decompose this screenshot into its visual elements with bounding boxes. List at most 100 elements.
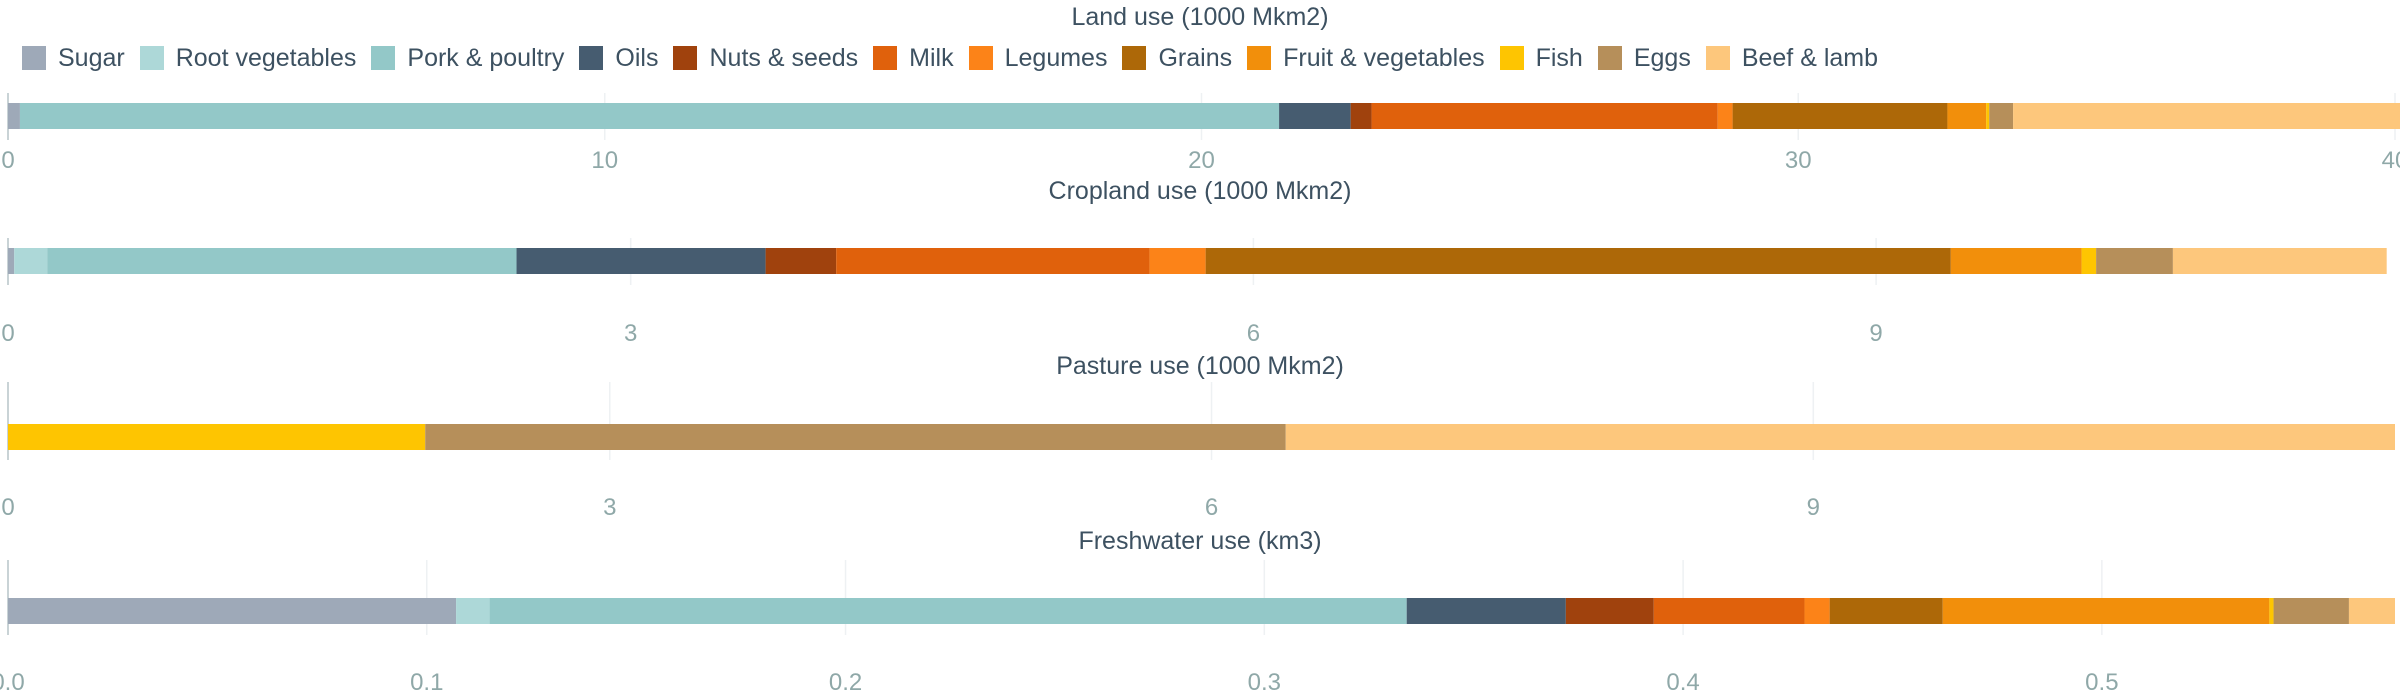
legend-item[interactable]: Grains xyxy=(1122,44,1232,73)
bar-segment[interactable] xyxy=(836,248,1150,274)
bar-segment[interactable] xyxy=(1804,598,1830,624)
legend-swatch xyxy=(371,46,396,70)
tick-label: 9 xyxy=(1807,494,1820,521)
bar-segment[interactable] xyxy=(1205,248,1951,274)
tick-label: 3 xyxy=(603,494,616,521)
bar-segment[interactable] xyxy=(456,598,490,624)
bar-segment[interactable] xyxy=(1279,103,1351,129)
bar-segment[interactable] xyxy=(765,248,837,274)
bar-segment[interactable] xyxy=(1947,103,1987,129)
bar-segment[interactable] xyxy=(1989,103,2014,129)
bar-segment[interactable] xyxy=(1149,248,1206,274)
legend-swatch xyxy=(873,46,898,70)
legend-label: Oils xyxy=(615,43,659,72)
tick-label: 0.2 xyxy=(829,669,862,696)
legend-item[interactable]: Legumes xyxy=(968,43,1108,73)
legend-item[interactable]: Sugar xyxy=(22,44,125,73)
legend-item[interactable]: Beef & lamb xyxy=(1705,44,1878,73)
chart-panel: Cropland use (1000 Mkm2) 0 3 6 9 xyxy=(1,177,2387,347)
legend-swatch xyxy=(1597,46,1622,70)
chart-panel: Freshwater use (km3) 0.0 0.1 0.2 0.3 0.4 0.5 xyxy=(0,527,2395,696)
tick-label: 30 xyxy=(1785,147,1812,174)
legend-item[interactable]: Nuts & seeds xyxy=(673,44,858,73)
legend-item[interactable]: Oils xyxy=(579,44,658,73)
legend-label: Fruit & vegetables xyxy=(1283,43,1485,72)
chart-panel: Land use (1000 Mkm2) 0 10 20 30 40 xyxy=(1,3,2400,174)
bar-segment[interactable] xyxy=(8,598,457,624)
bar-segment[interactable] xyxy=(1406,598,1566,624)
bar-segment[interactable] xyxy=(516,248,766,274)
bar-segment[interactable] xyxy=(1285,424,2395,450)
legend-item[interactable]: Milk xyxy=(873,43,954,73)
legend-label: Root vegetables xyxy=(175,43,357,72)
tick-label: 0 xyxy=(1,147,14,174)
bar-segment[interactable] xyxy=(1732,103,1948,129)
bar-segment[interactable] xyxy=(14,248,48,274)
legend-swatch xyxy=(1499,46,1524,70)
legend-label: Fish xyxy=(1535,43,1583,72)
legend-label: Pork & poultry xyxy=(407,43,565,72)
chart-title: Freshwater use (km3) xyxy=(1078,527,1321,555)
bar-segment[interactable] xyxy=(425,424,1286,450)
bar-segment[interactable] xyxy=(1986,103,1990,129)
bar-segment[interactable] xyxy=(1371,103,1718,129)
tick-label: 0 xyxy=(1,494,14,521)
bar-segment[interactable] xyxy=(1653,598,1805,624)
tick-label: 0.4 xyxy=(1666,669,1699,696)
tick-label: 0.0 xyxy=(0,669,25,696)
tick-label: 10 xyxy=(591,147,618,174)
chart-title: Cropland use (1000 Mkm2) xyxy=(1049,177,1352,205)
tick-label: 6 xyxy=(1205,494,1218,521)
legend-swatch xyxy=(139,46,164,70)
legend-item[interactable]: Fruit & vegetables xyxy=(1247,44,1485,73)
legend-label: Nuts & seeds xyxy=(709,43,859,72)
bar-segment[interactable] xyxy=(2096,248,2173,274)
tick-label: 0.3 xyxy=(1248,669,1281,696)
bar-segment[interactable] xyxy=(2081,248,2097,274)
bar-segment[interactable] xyxy=(2013,103,2400,129)
bar-segment[interactable] xyxy=(1717,103,1733,129)
tick-label: 9 xyxy=(1869,320,1882,347)
chart-title: Land use (1000 Mkm2) xyxy=(1071,3,1328,31)
bar-segment[interactable] xyxy=(47,248,517,274)
tick-label: 0 xyxy=(1,320,14,347)
legend-label: Grains xyxy=(1158,43,1233,72)
chart-legend: Sugar Root vegetables Pork & poultry Oils Nu… xyxy=(22,40,1893,76)
bar-segment[interactable] xyxy=(8,248,15,274)
legend-swatch xyxy=(673,46,698,70)
chart-panel: Pasture use (1000 Mkm2) 0 3 6 9 xyxy=(1,352,2395,521)
legend-label: Legumes xyxy=(1004,43,1108,72)
legend-swatch xyxy=(968,46,993,70)
bar-segment[interactable] xyxy=(19,103,1280,129)
chart-title: Pasture use (1000 Mkm2) xyxy=(1056,352,1344,380)
legend-swatch xyxy=(1122,46,1147,70)
legend-item[interactable]: Root vegetables xyxy=(139,43,357,73)
tick-label: 0.1 xyxy=(410,669,443,696)
legend-swatch xyxy=(579,46,604,70)
legend-item[interactable]: Fish xyxy=(1499,43,1583,73)
bar-segment[interactable] xyxy=(1950,248,2082,274)
legend-swatch xyxy=(1705,46,1730,70)
legend-label: Sugar xyxy=(58,43,125,72)
bar-segment[interactable] xyxy=(489,598,1407,624)
bar-segment[interactable] xyxy=(1350,103,1372,129)
bar-segment[interactable] xyxy=(2269,598,2274,624)
bar-segment[interactable] xyxy=(2172,248,2387,274)
bar-segment[interactable] xyxy=(8,424,426,450)
tick-label: 6 xyxy=(1247,320,1260,347)
bar-segment[interactable] xyxy=(2348,598,2395,624)
legend-item[interactable]: Eggs xyxy=(1597,44,1691,73)
tick-label: 20 xyxy=(1188,147,1215,174)
bar-segment[interactable] xyxy=(1942,598,2270,624)
legend-item[interactable]: Pork & poultry xyxy=(371,44,564,73)
tick-label: 3 xyxy=(624,320,637,347)
legend-swatch xyxy=(1247,46,1272,70)
bar-segment[interactable] xyxy=(8,103,20,129)
legend-label: Milk xyxy=(909,43,954,72)
bar-segment[interactable] xyxy=(2273,598,2349,624)
tick-label: 40 xyxy=(2382,147,2400,174)
bar-segment[interactable] xyxy=(1829,598,1943,624)
tick-label: 0.5 xyxy=(2085,669,2118,696)
bar-segment[interactable] xyxy=(1565,598,1654,624)
